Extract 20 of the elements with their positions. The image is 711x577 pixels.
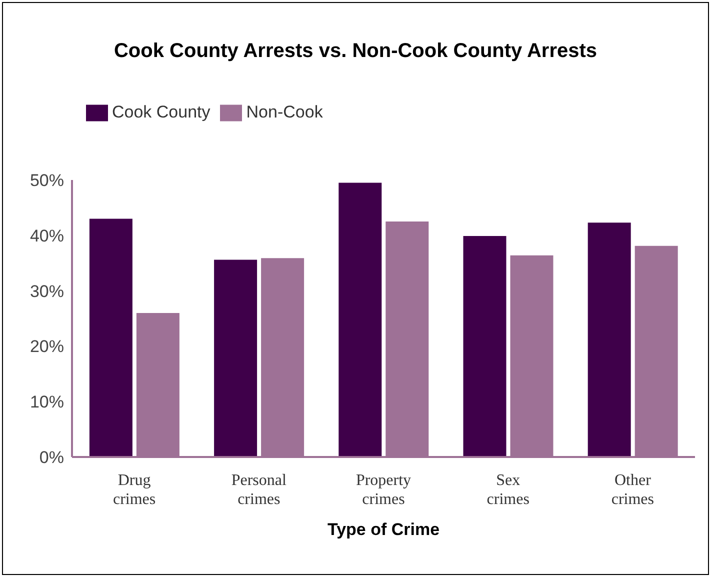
- y-tick-label: 40%: [30, 226, 64, 246]
- x-tick-label: Property crimes: [356, 472, 412, 508]
- x-tick-label: Drug crimes: [112, 472, 156, 508]
- x-axis-title: Type of Crime: [327, 520, 440, 539]
- y-tick-label: 0%: [39, 448, 64, 468]
- y-tick-label: 20%: [30, 337, 64, 356]
- x-tick-label: Sex crimes: [486, 472, 530, 508]
- y-tick-label: 30%: [30, 282, 64, 301]
- y-tick-label: 50%: [30, 171, 64, 190]
- chart-title: Cook County Arrests vs. Non-Cook County Arrests: [112, 40, 598, 63]
- y-tick-label: 10%: [30, 392, 64, 412]
- legend-label: Cook County: [112, 102, 210, 122]
- x-tick-label: Other crimes: [611, 472, 654, 508]
- bar: [463, 236, 506, 457]
- legend-label: Non-Cook: [246, 102, 323, 122]
- bar: [214, 260, 258, 457]
- bar: [89, 218, 132, 457]
- x-tick-label: Personal crimes: [231, 472, 287, 508]
- bar: [338, 182, 382, 457]
- bar: [588, 222, 631, 457]
